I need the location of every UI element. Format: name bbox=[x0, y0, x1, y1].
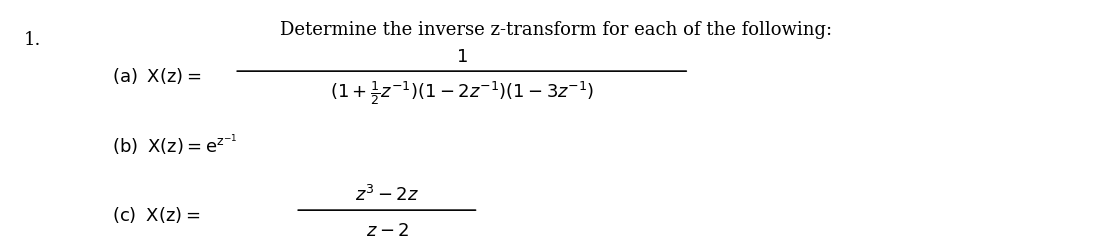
Text: $\mathrm{(b)\;\; X(z) = e^{z^{-1}}}$: $\mathrm{(b)\;\; X(z) = e^{z^{-1}}}$ bbox=[112, 132, 238, 158]
Text: $\mathrm{(a)\;\; X(z) =}$: $\mathrm{(a)\;\; X(z) =}$ bbox=[112, 66, 201, 86]
Text: $\mathrm{(c)\;\; X(z) =}$: $\mathrm{(c)\;\; X(z) =}$ bbox=[112, 204, 200, 224]
Text: Determine the inverse z-transform for each of the following:: Determine the inverse z-transform for ea… bbox=[280, 21, 832, 39]
Text: $(1+\frac{1}{2}z^{-1})(1-2z^{-1})(1-3z^{-1})$: $(1+\frac{1}{2}z^{-1})(1-2z^{-1})(1-3z^{… bbox=[329, 79, 594, 107]
Text: $1$: $1$ bbox=[456, 48, 467, 66]
Text: $z-2$: $z-2$ bbox=[366, 221, 409, 239]
Text: $z^3-2z$: $z^3-2z$ bbox=[356, 184, 419, 204]
Text: 1.: 1. bbox=[23, 31, 41, 49]
